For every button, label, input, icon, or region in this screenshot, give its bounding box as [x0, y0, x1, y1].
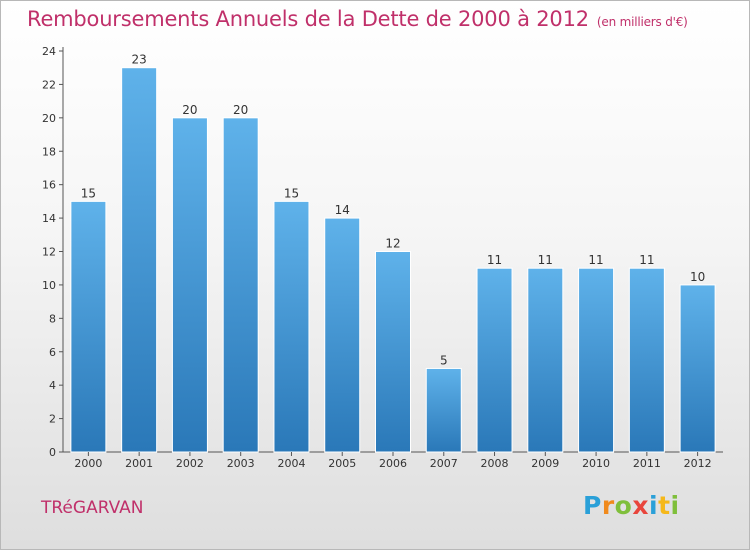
bar: [425, 367, 462, 453]
bar: [375, 251, 411, 453]
bar: [324, 217, 361, 453]
x-tick-label: 2010: [582, 457, 610, 470]
bar: [70, 200, 107, 453]
data-label: 20: [182, 103, 197, 117]
bar: [679, 284, 716, 453]
data-label: 14: [335, 203, 350, 217]
x-tick-label: 2000: [74, 457, 102, 470]
data-label: 11: [588, 253, 603, 267]
data-label: 5: [440, 353, 448, 367]
logo-letter: o: [614, 491, 633, 520]
y-tick-label: 16: [42, 179, 56, 192]
y-tick-label: 22: [42, 78, 56, 91]
y-tick-label: 18: [42, 145, 56, 158]
bar: [222, 117, 259, 453]
logo-letter: x: [632, 491, 649, 520]
chart-title: Remboursements Annuels de la Dette de 20…: [27, 7, 688, 31]
commune-name: TRéGARVAN: [41, 498, 144, 518]
y-tick-label: 10: [42, 279, 56, 292]
bar: [121, 67, 158, 453]
data-label: 11: [487, 253, 502, 267]
bar: [527, 267, 564, 453]
x-tick-label: 2002: [176, 457, 204, 470]
y-tick-label: 8: [49, 312, 56, 325]
x-tick-label: 2012: [684, 457, 712, 470]
y-tick-label: 0: [49, 446, 56, 459]
unit-note: (en milliers d'€): [596, 15, 688, 29]
bar: [171, 117, 208, 453]
data-label: 11: [538, 253, 553, 267]
chart-title-text: Remboursements Annuels de la Dette de 20…: [27, 7, 589, 31]
x-tick-label: 2004: [277, 457, 305, 470]
logo-letter: r: [601, 491, 615, 520]
x-tick-label: 2001: [125, 457, 153, 470]
logo-letter: t: [658, 491, 671, 520]
y-tick-label: 4: [49, 379, 56, 392]
bar: [628, 267, 665, 453]
x-tick-label: 2003: [227, 457, 255, 470]
data-label: 23: [132, 53, 147, 67]
data-label: 10: [690, 270, 705, 284]
bar: [476, 267, 513, 453]
x-tick-label: 2006: [379, 457, 407, 470]
data-label: 11: [639, 253, 654, 267]
x-tick-label: 2007: [430, 457, 458, 470]
logo-letter: P: [583, 491, 602, 520]
y-tick-label: 12: [42, 246, 56, 259]
y-tick-label: 14: [42, 212, 56, 225]
y-tick-label: 20: [42, 112, 56, 125]
data-label: 12: [385, 237, 400, 251]
bar: [273, 200, 310, 453]
x-tick-label: 2008: [481, 457, 509, 470]
y-tick-label: 24: [42, 45, 56, 58]
x-tick-label: 2009: [531, 457, 559, 470]
bar: [578, 267, 615, 453]
proxiti-logo: Proxiti: [583, 491, 680, 520]
data-label: 15: [81, 186, 96, 200]
data-label: 15: [284, 186, 299, 200]
y-tick-label: 2: [49, 413, 56, 426]
x-tick-label: 2011: [633, 457, 661, 470]
y-tick-label: 6: [49, 346, 56, 359]
data-label: 20: [233, 103, 248, 117]
logo-letter: i: [670, 491, 680, 520]
logo-letter: i: [649, 491, 659, 520]
x-tick-label: 2005: [328, 457, 356, 470]
